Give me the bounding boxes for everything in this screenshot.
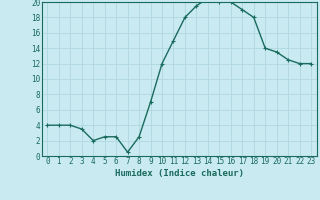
X-axis label: Humidex (Indice chaleur): Humidex (Indice chaleur) bbox=[115, 169, 244, 178]
